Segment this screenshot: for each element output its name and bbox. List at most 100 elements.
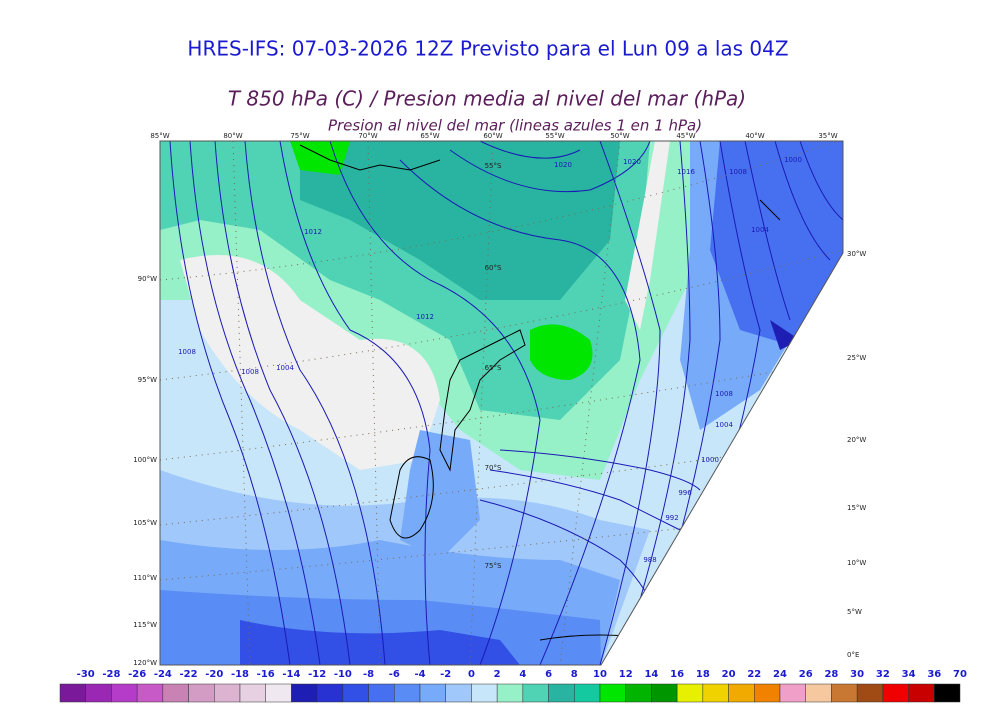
isobar-label: 1020 <box>623 158 641 166</box>
region-peninsula-cold <box>400 430 480 560</box>
colorbar-label: -8 <box>363 669 374 680</box>
longitude-label: 95°W <box>138 376 157 384</box>
colorbar-label: 36 <box>927 669 941 680</box>
colorbar-cell <box>85 683 112 703</box>
colorbar-cell <box>265 683 292 703</box>
isobar-label: 1004 <box>715 421 733 429</box>
colorbar-cell <box>291 683 318 703</box>
colorbar-label: 12 <box>619 669 633 680</box>
map-field <box>160 141 843 665</box>
colorbar-cell <box>702 683 729 703</box>
map-frame <box>159 140 844 666</box>
colorbar-cell <box>882 683 909 703</box>
region-white <box>180 255 440 470</box>
longitude-label: 65°W <box>420 132 439 140</box>
colorbar-label: -10 <box>334 669 352 680</box>
longitude-label: 40°W <box>745 132 764 140</box>
isobar-label: 1020 <box>554 161 572 169</box>
latitude-label: 55°S <box>485 162 502 170</box>
colorbar-cell <box>934 683 961 703</box>
colorbar-label: 34 <box>902 669 916 680</box>
colorbar-cell <box>496 683 524 703</box>
longitude-label: 115°W <box>133 621 157 629</box>
colorbar-cell <box>908 683 935 703</box>
longitude-label: 45°W <box>676 132 695 140</box>
isobar-label: 1016 <box>677 168 695 176</box>
isobar-label: 1012 <box>304 228 322 236</box>
colorbar-cell <box>548 683 575 703</box>
colorbar-cell <box>856 683 884 703</box>
colorbar-cell <box>625 683 652 703</box>
longitude-label: 110°W <box>133 574 157 582</box>
colorbar-cell <box>136 683 164 703</box>
region-white-east <box>625 141 670 330</box>
latitude-label: 65°S <box>485 364 502 372</box>
latitude-label: 75°S <box>485 562 502 570</box>
colorbar-label: 2 <box>494 669 501 680</box>
colorbar-label: -6 <box>389 669 400 680</box>
longitude-label: 70°W <box>358 132 377 140</box>
caption: Presion al nivel del mar (lineas azules … <box>328 117 702 135</box>
colorbar-cell <box>188 683 215 703</box>
colorbar-cell <box>651 683 678 703</box>
colorbar-label: 18 <box>696 669 710 680</box>
colorbar-label: -14 <box>282 669 300 680</box>
longitude-label: 85°W <box>150 132 169 140</box>
isobar-label: 1004 <box>751 226 769 234</box>
colorbar-cell <box>754 683 781 703</box>
isobar-label: 1000 <box>701 456 719 464</box>
colorbar-cell <box>394 683 421 703</box>
colorbar-label: 30 <box>850 669 864 680</box>
longitude-label: 35°W <box>818 132 837 140</box>
colorbar-label: 22 <box>747 669 761 680</box>
colorbar-label: 10 <box>593 669 607 680</box>
longitude-label: 80°W <box>223 132 242 140</box>
isobar-label: 1012 <box>416 313 434 321</box>
colorbar-cell <box>162 683 189 703</box>
colorbar-label: -16 <box>257 669 275 680</box>
colorbar-label: 32 <box>876 669 890 680</box>
isobar-label: 1000 <box>784 156 802 164</box>
colorbar-cell <box>316 683 344 703</box>
colorbar-label: 16 <box>670 669 684 680</box>
colorbar-label: 8 <box>571 669 578 680</box>
longitude-label: 30°W <box>847 250 866 258</box>
colorbar-cell <box>419 683 446 703</box>
colorbar-label: 24 <box>773 669 787 680</box>
colorbar-label: 20 <box>722 669 736 680</box>
longitude-label: 100°W <box>133 456 157 464</box>
colorbar-label: -12 <box>308 669 326 680</box>
isobar-label: 1008 <box>715 390 733 398</box>
longitude-label: 15°W <box>847 504 866 512</box>
colorbar-cell <box>728 683 755 703</box>
colorbar-cell <box>831 683 858 703</box>
colorbar-cell <box>471 683 498 703</box>
longitude-label: 105°W <box>133 519 157 527</box>
colorbar-cell <box>342 683 369 703</box>
colorbar-cell <box>676 683 704 703</box>
colorbar-label: -4 <box>414 669 425 680</box>
longitude-label: 0°E <box>847 651 859 659</box>
colorbar-cell <box>805 683 832 703</box>
colorbar-cell <box>239 683 266 703</box>
title: HRES-IFS: 07-03-2026 12Z Previsto para e… <box>187 37 788 61</box>
colorbar-label: 0 <box>468 669 475 680</box>
region-warmer <box>300 141 620 300</box>
colorbar-cell <box>599 683 626 703</box>
isobar-label: 1008 <box>729 168 747 176</box>
colorbar-cell <box>59 683 86 703</box>
colorbar-label: 28 <box>824 669 838 680</box>
colorbar-label: -18 <box>231 669 249 680</box>
subtitle: T 850 hPa (C) / Presion media al nivel d… <box>228 87 746 111</box>
longitude-label: 10°W <box>847 559 866 567</box>
isobar-label: 992 <box>665 514 678 522</box>
region-cold-east <box>710 141 843 345</box>
longitude-label: 120°W <box>133 659 157 667</box>
colorbar-cell <box>779 683 806 703</box>
colorbar-label: -22 <box>180 669 198 680</box>
isobars <box>169 141 843 665</box>
colorbar-label: 14 <box>644 669 658 680</box>
longitude-label: 55°W <box>545 132 564 140</box>
region-green <box>530 324 593 380</box>
